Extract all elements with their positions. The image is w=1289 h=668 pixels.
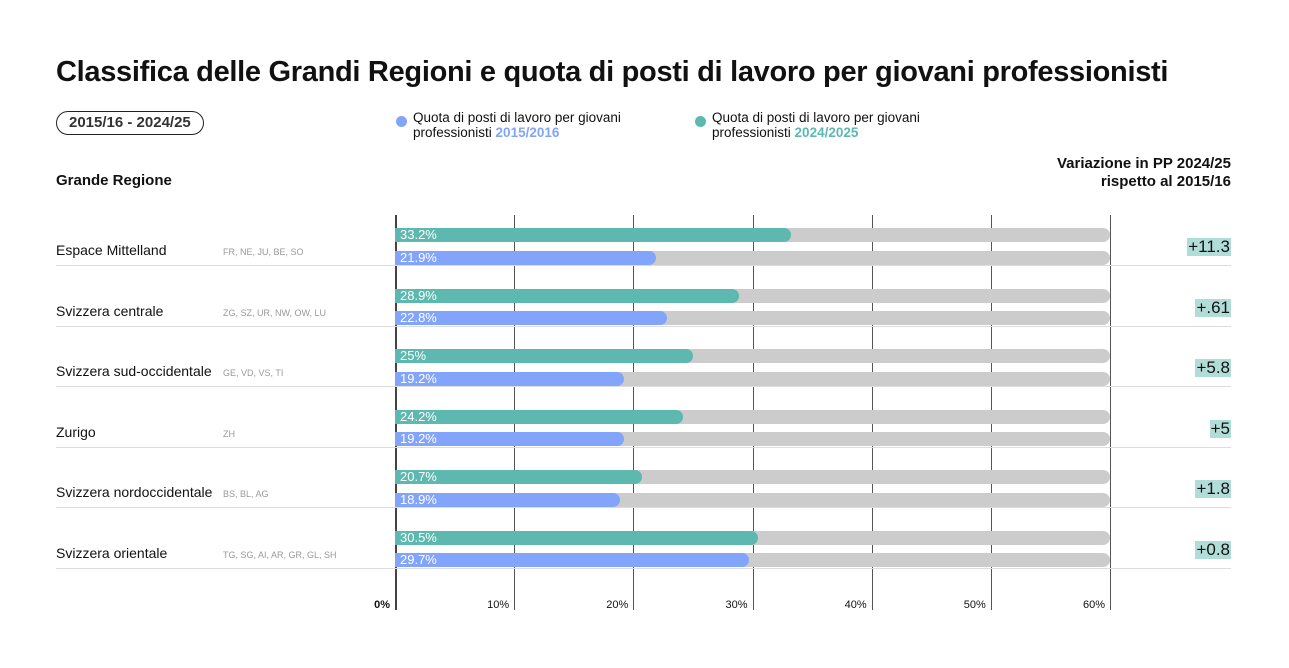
change-value: +5 xyxy=(1209,418,1231,438)
region-codes: BS, BL, AG xyxy=(223,489,269,499)
bar-value-label: 25% xyxy=(400,348,427,363)
bar-value-label: 29.7% xyxy=(400,552,437,567)
header-line: Variazione in PP 2024/25 xyxy=(1057,155,1231,172)
region-label: Espace Mittelland xyxy=(56,242,167,258)
tick-label: 20% xyxy=(606,599,629,611)
tick-label: 0% xyxy=(374,599,390,611)
row-separator xyxy=(56,265,1231,266)
tick-label: 60% xyxy=(1082,599,1105,611)
row-separator xyxy=(56,446,1231,448)
header-line: rispetto al 2015/16 xyxy=(1100,173,1231,190)
region-codes: FR, NE, JU, BE, SO xyxy=(223,247,304,257)
bar-value-label: 24.2% xyxy=(400,408,437,424)
bar-2015-2016 xyxy=(395,371,624,386)
legend-item-2015: Quota di posti di lavoro per giovani pro… xyxy=(396,110,653,140)
region-codes: ZH xyxy=(223,428,235,439)
change-value: +1.8 xyxy=(1195,479,1231,498)
bar-2024-2025 xyxy=(395,530,759,545)
bar-value-label: 28.9% xyxy=(400,287,437,303)
region-label: Zurigo xyxy=(56,423,96,440)
bar-2015-2016 xyxy=(395,553,749,567)
change-value: +0.8 xyxy=(1195,539,1231,559)
bar-2015-2016 xyxy=(395,492,621,507)
bar-value-label: 30.5% xyxy=(400,529,437,545)
region-label: Svizzera nordoccidentale xyxy=(56,484,213,500)
region-codes: GE, VD, VS, TI xyxy=(223,368,284,378)
row-separator xyxy=(56,325,1231,327)
chart-title: Classifica delle Grandi Regioni e quota … xyxy=(56,56,1169,88)
column-header-change: Variazione in PP 2024/25 rispetto al 201… xyxy=(1057,155,1231,191)
bar-2024-2025 xyxy=(395,409,684,424)
legend-dot-icon xyxy=(695,116,706,127)
legend-dot-icon xyxy=(396,116,407,127)
region-label: Svizzera sud-occidentale xyxy=(56,363,212,379)
region-label: Svizzera centrale xyxy=(56,302,164,319)
legend-year: 2024/2025 xyxy=(794,125,859,140)
bar-2024-2025 xyxy=(395,349,693,363)
bar-2015-2016 xyxy=(395,432,624,446)
row-separator xyxy=(56,507,1231,508)
legend-item-2024: Quota di posti di lavoro per giovani pro… xyxy=(695,110,952,140)
period-badge: 2015/16 - 2024/25 xyxy=(56,111,204,135)
tick-label: 50% xyxy=(963,599,986,611)
bar-value-label: 19.2% xyxy=(400,431,437,446)
change-value: +11.3 xyxy=(1187,237,1231,256)
tick-label: 30% xyxy=(725,599,748,611)
bar-2024-2025 xyxy=(395,228,791,242)
legend-text: Quota di posti di lavoro per giovani pro… xyxy=(712,110,920,140)
bar-value-label: 33.2% xyxy=(400,227,437,242)
bar-value-label: 21.9% xyxy=(400,249,437,265)
bar-2024-2025 xyxy=(395,470,642,484)
legend-text: Quota di posti di lavoro per giovani pro… xyxy=(413,110,621,140)
tick-label: 40% xyxy=(844,599,867,611)
row-separator xyxy=(56,386,1231,387)
bar-value-label: 18.9% xyxy=(400,491,437,507)
change-value: +.61 xyxy=(1195,297,1231,317)
bar-2024-2025 xyxy=(395,288,740,303)
bar-value-label: 20.7% xyxy=(400,469,437,484)
bar-2015-2016 xyxy=(395,311,667,325)
change-value: +5.8 xyxy=(1195,358,1231,377)
column-header-region: Grande Regione xyxy=(56,172,172,189)
tick-label: 10% xyxy=(487,599,510,611)
row-separator xyxy=(56,567,1231,569)
bar-2015-2016 xyxy=(395,250,656,265)
region-codes: ZG, SZ, UR, NW, OW, LU xyxy=(223,307,327,318)
bar-value-label: 19.2% xyxy=(400,370,437,386)
region-codes: TG, SG, AI, AR, GR, GL, SH xyxy=(223,549,337,560)
legend-year: 2015/2016 xyxy=(495,125,560,140)
gridline xyxy=(1110,215,1111,610)
bar-value-label: 22.8% xyxy=(400,310,437,325)
region-label: Svizzera orientale xyxy=(56,544,168,561)
